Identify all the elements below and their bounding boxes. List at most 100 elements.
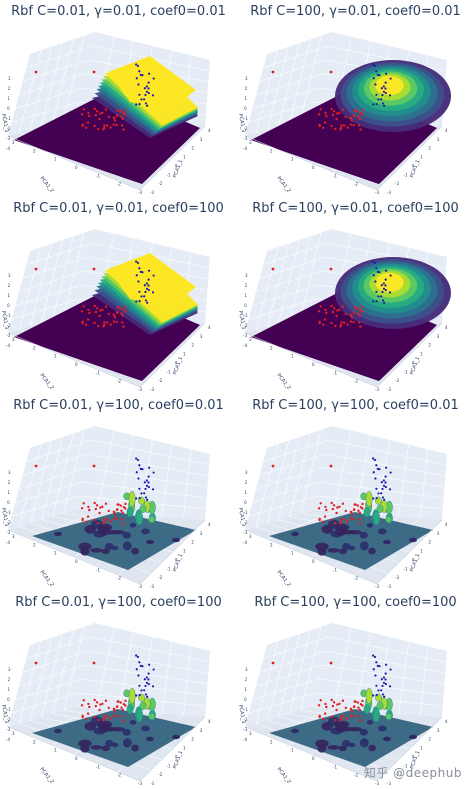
data-point	[384, 663, 388, 666]
tick-label: 2	[8, 677, 11, 682]
data-point	[346, 126, 349, 129]
tick-label: 4	[208, 719, 211, 724]
tick-label: 1	[54, 748, 57, 753]
tick-label: -3	[375, 190, 379, 195]
tick-label: 0	[75, 362, 78, 367]
data-point	[331, 113, 335, 117]
data-point	[376, 270, 379, 274]
tick-label: -3	[243, 727, 247, 732]
tick-label: -2	[117, 182, 121, 187]
data-point	[82, 699, 85, 702]
data-point	[109, 323, 112, 326]
surface-band	[108, 56, 196, 110]
data-point	[147, 682, 150, 686]
tick-label: 3	[8, 273, 11, 278]
data-point	[105, 715, 109, 718]
data-point	[120, 715, 124, 718]
data-point	[382, 479, 385, 482]
data-point	[102, 126, 106, 130]
data-point	[329, 267, 333, 271]
data-point	[135, 654, 138, 657]
axis-label-z: PCA1_3	[237, 704, 246, 724]
data-point	[389, 274, 392, 277]
tick-label: -2	[158, 378, 162, 383]
data-point	[145, 676, 148, 679]
data-point	[378, 468, 381, 471]
chart-title: Rbf C=100, γ=0.01, coef0=100	[252, 201, 459, 216]
data-point	[324, 505, 327, 509]
data-point	[138, 661, 141, 664]
data-point	[323, 121, 327, 124]
surface-peak	[136, 708, 143, 723]
chart-panel: Rbf C=0.01, γ=100, coef0=100 3 2 1 0 -1 -2 -3 -4…	[0, 591, 237, 788]
surface-dip	[321, 524, 334, 534]
tick-label: 4	[208, 325, 211, 330]
data-point	[388, 291, 392, 294]
data-point	[113, 119, 117, 122]
tick-label: -1	[404, 763, 408, 768]
chart-title: Rbf C=0.01, γ=0.01, coef0=100	[13, 201, 224, 216]
axis-label-x: PCA1_1	[409, 553, 421, 573]
data-point	[361, 507, 364, 510]
tick-label: 0	[175, 360, 178, 365]
surface-peak	[385, 713, 393, 720]
data-point	[318, 517, 321, 521]
data-point	[144, 102, 148, 105]
chart-title: Rbf C=100, γ=0.01, coef0=0.01	[250, 4, 461, 19]
tick-label: -3	[138, 584, 142, 589]
data-point	[334, 521, 337, 525]
data-point	[95, 504, 99, 507]
data-point	[144, 684, 147, 688]
data-point	[104, 108, 108, 111]
data-point	[325, 311, 328, 315]
data-point	[115, 517, 118, 521]
surface-peak	[385, 516, 393, 523]
tick-label: 4	[445, 128, 448, 133]
tick-label: -2	[7, 126, 11, 131]
tick-label: 3	[249, 731, 252, 736]
axis-edge	[7, 716, 206, 782]
tick-label: 2	[270, 542, 273, 547]
axis-label-x: PCA1_1	[409, 159, 421, 179]
surface-dip	[78, 542, 92, 551]
data-point	[382, 676, 385, 679]
data-point	[384, 91, 387, 95]
data-point	[135, 668, 138, 671]
data-point	[375, 487, 378, 490]
tick-label: 2	[8, 480, 11, 485]
data-point	[271, 267, 275, 271]
data-point	[95, 110, 99, 113]
gridline-vertical	[63, 429, 85, 514]
data-point	[361, 310, 364, 313]
tick-label: -2	[244, 126, 248, 131]
data-point	[323, 712, 327, 715]
data-point	[143, 492, 146, 495]
surface-dip	[129, 522, 137, 528]
surface-dip	[383, 736, 391, 742]
data-point	[344, 509, 347, 513]
data-point	[124, 310, 127, 313]
data-point	[151, 488, 155, 491]
data-point	[113, 513, 117, 516]
data-point	[271, 70, 275, 74]
decision-surface	[251, 313, 379, 381]
data-point	[138, 93, 141, 96]
data-point	[82, 108, 85, 111]
data-point	[124, 108, 127, 112]
data-point	[319, 108, 322, 111]
data-point	[81, 714, 84, 718]
data-point	[119, 110, 122, 113]
tick-label: 0	[75, 756, 78, 761]
data-point	[86, 515, 90, 518]
tick-label: 0	[7, 697, 10, 702]
data-point	[82, 305, 85, 308]
data-point	[151, 94, 155, 97]
data-point	[147, 87, 150, 90]
tick-label: 1	[183, 352, 186, 357]
data-point	[352, 123, 355, 127]
data-point	[120, 115, 123, 118]
data-point	[331, 310, 335, 314]
gridline-vertical	[300, 232, 322, 317]
data-point	[349, 510, 353, 514]
data-point	[140, 492, 143, 495]
